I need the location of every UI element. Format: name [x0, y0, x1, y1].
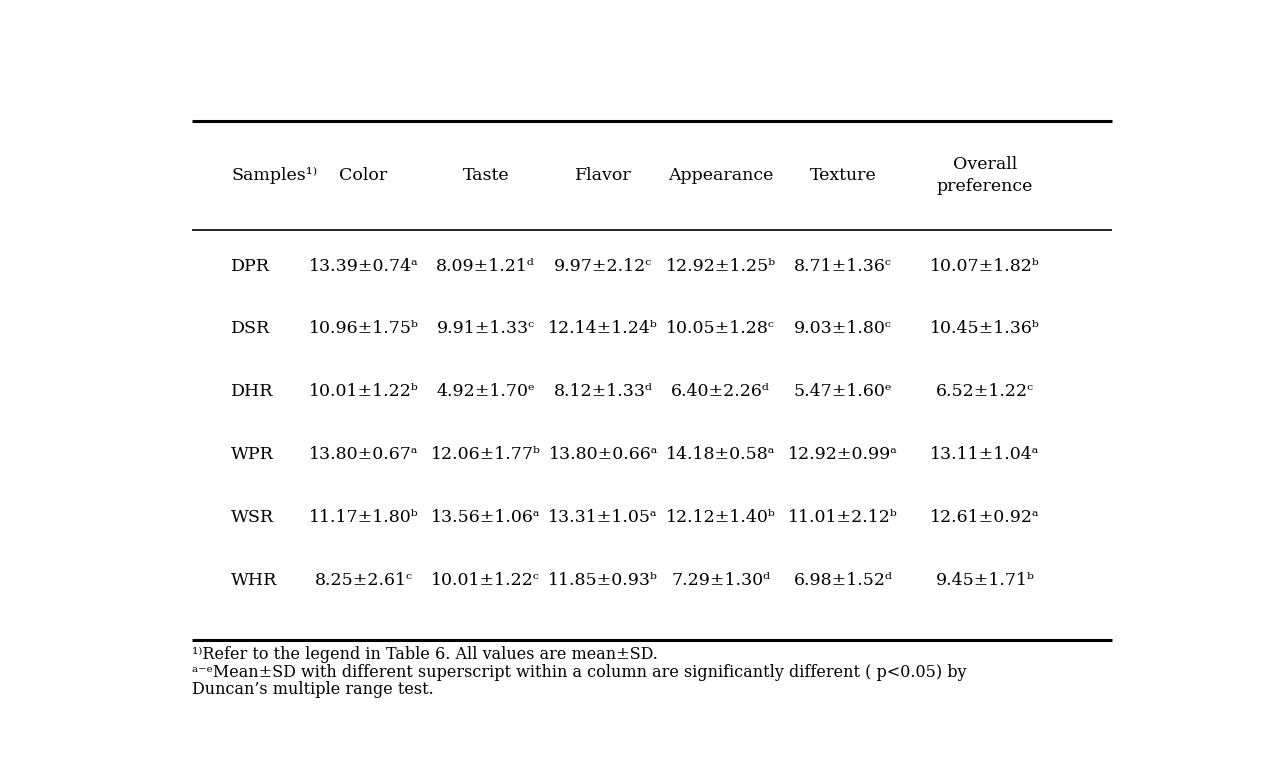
- Text: Color: Color: [340, 167, 388, 184]
- Text: 10.96±1.75ᵇ: 10.96±1.75ᵇ: [308, 321, 418, 337]
- Text: 13.39±0.74ᵃ: 13.39±0.74ᵃ: [308, 258, 418, 274]
- Text: 9.97±2.12ᶜ: 9.97±2.12ᶜ: [554, 258, 653, 274]
- Text: 8.25±2.61ᶜ: 8.25±2.61ᶜ: [314, 572, 413, 589]
- Text: DSR: DSR: [231, 321, 270, 337]
- Text: 9.91±1.33ᶜ: 9.91±1.33ᶜ: [437, 321, 534, 337]
- Text: Taste: Taste: [462, 167, 509, 184]
- Text: 8.09±1.21ᵈ: 8.09±1.21ᵈ: [436, 258, 536, 274]
- Text: 13.56±1.06ᵃ: 13.56±1.06ᵃ: [431, 509, 541, 526]
- Text: 13.11±1.04ᵃ: 13.11±1.04ᵃ: [931, 446, 1039, 463]
- Text: Samples¹⁾: Samples¹⁾: [231, 167, 317, 184]
- Text: 10.45±1.36ᵇ: 10.45±1.36ᵇ: [930, 321, 1039, 337]
- Text: 12.06±1.77ᵇ: 12.06±1.77ᵇ: [431, 446, 541, 463]
- Text: 10.01±1.22ᵇ: 10.01±1.22ᵇ: [308, 383, 418, 400]
- Text: 12.12±1.40ᵇ: 12.12±1.40ᵇ: [666, 509, 775, 526]
- Text: 8.71±1.36ᶜ: 8.71±1.36ᶜ: [794, 258, 892, 274]
- Text: Texture: Texture: [810, 167, 877, 184]
- Text: 10.01±1.22ᶜ: 10.01±1.22ᶜ: [432, 572, 541, 589]
- Text: 14.18±0.58ᵃ: 14.18±0.58ᵃ: [666, 446, 775, 463]
- Text: 7.29±1.30ᵈ: 7.29±1.30ᵈ: [671, 572, 770, 589]
- Text: 12.92±1.25ᵇ: 12.92±1.25ᵇ: [666, 258, 775, 274]
- Text: 13.80±0.67ᵃ: 13.80±0.67ᵃ: [308, 446, 418, 463]
- Text: 4.92±1.70ᵉ: 4.92±1.70ᵉ: [437, 383, 536, 400]
- Text: Overall
preference: Overall preference: [937, 156, 1033, 195]
- Text: 9.45±1.71ᵇ: 9.45±1.71ᵇ: [936, 572, 1034, 589]
- Text: 12.92±0.99ᵃ: 12.92±0.99ᵃ: [788, 446, 898, 463]
- Text: 13.80±0.66ᵃ: 13.80±0.66ᵃ: [548, 446, 658, 463]
- Text: DPR: DPR: [231, 258, 270, 274]
- Text: 6.98±1.52ᵈ: 6.98±1.52ᵈ: [793, 572, 893, 589]
- Text: 12.14±1.24ᵇ: 12.14±1.24ᵇ: [548, 321, 658, 337]
- Text: 12.61±0.92ᵃ: 12.61±0.92ᵃ: [930, 509, 1039, 526]
- Text: DHR: DHR: [231, 383, 274, 400]
- Text: 6.52±1.22ᶜ: 6.52±1.22ᶜ: [936, 383, 1034, 400]
- Text: 11.01±2.12ᵇ: 11.01±2.12ᵇ: [788, 509, 898, 526]
- Text: 8.12±1.33ᵈ: 8.12±1.33ᵈ: [553, 383, 653, 400]
- Text: Flavor: Flavor: [575, 167, 632, 184]
- Text: Duncan’s multiple range test.: Duncan’s multiple range test.: [192, 681, 434, 698]
- Text: 10.05±1.28ᶜ: 10.05±1.28ᶜ: [667, 321, 775, 337]
- Text: 10.07±1.82ᵇ: 10.07±1.82ᵇ: [930, 258, 1039, 274]
- Text: 5.47±1.60ᵉ: 5.47±1.60ᵉ: [793, 383, 893, 400]
- Text: 6.40±2.26ᵈ: 6.40±2.26ᵈ: [671, 383, 770, 400]
- Text: 11.85±0.93ᵇ: 11.85±0.93ᵇ: [548, 572, 658, 589]
- Text: 11.17±1.80ᵇ: 11.17±1.80ᵇ: [308, 509, 418, 526]
- Text: ᵃ⁻ᵉMean±SD with different superscript within a column are significantly differen: ᵃ⁻ᵉMean±SD with different superscript wi…: [192, 664, 966, 681]
- Text: WSR: WSR: [231, 509, 274, 526]
- Text: 9.03±1.80ᶜ: 9.03±1.80ᶜ: [794, 321, 892, 337]
- Text: ¹⁾Refer to the legend in Table 6. All values are mean±SD.: ¹⁾Refer to the legend in Table 6. All va…: [192, 646, 658, 662]
- Text: Appearance: Appearance: [668, 167, 773, 184]
- Text: WHR: WHR: [231, 572, 278, 589]
- Text: 13.31±1.05ᵃ: 13.31±1.05ᵃ: [548, 509, 658, 526]
- Text: WPR: WPR: [231, 446, 274, 463]
